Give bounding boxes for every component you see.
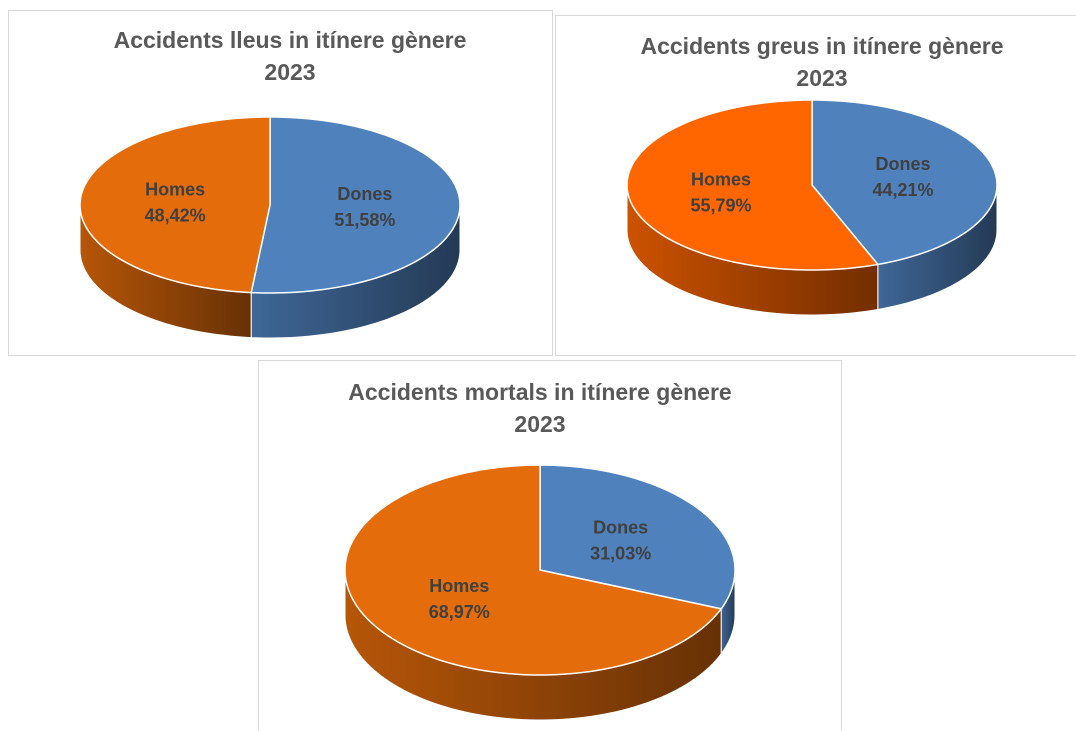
slice-category: Homes bbox=[691, 169, 751, 189]
pie-slice bbox=[539, 464, 736, 610]
panel bbox=[8, 10, 553, 356]
slice-category: Dones bbox=[875, 154, 930, 174]
chart-title: 2023 bbox=[796, 65, 847, 91]
slice-label: 55,79% bbox=[690, 195, 751, 215]
pie-slice bbox=[344, 464, 723, 676]
slice-label: 44,21% bbox=[872, 180, 933, 200]
chart-title: 2023 bbox=[514, 411, 565, 437]
slice-category: Homes bbox=[145, 180, 205, 200]
chart-title: Accidents greus in itínere gènere bbox=[640, 33, 1003, 59]
pie-slice bbox=[626, 99, 880, 271]
slice-label: 51,58% bbox=[334, 210, 395, 230]
chart-title: 2023 bbox=[264, 59, 315, 85]
slice-label: 68,97% bbox=[429, 602, 490, 622]
slice-label: 31,03% bbox=[590, 543, 651, 563]
panel bbox=[258, 360, 842, 731]
pie-slice bbox=[811, 99, 998, 266]
chart-title: Accidents mortals in itínere gènere bbox=[348, 379, 731, 405]
slice-category: Dones bbox=[337, 184, 392, 204]
pie-slice bbox=[79, 116, 271, 294]
slice-label: 48,42% bbox=[145, 206, 206, 226]
chart-title: Accidents lleus in itínere gènere bbox=[114, 27, 467, 53]
slice-category: Homes bbox=[429, 576, 489, 596]
slice-category: Dones bbox=[593, 517, 648, 537]
panel bbox=[555, 15, 1076, 356]
pie-slice bbox=[250, 116, 461, 294]
